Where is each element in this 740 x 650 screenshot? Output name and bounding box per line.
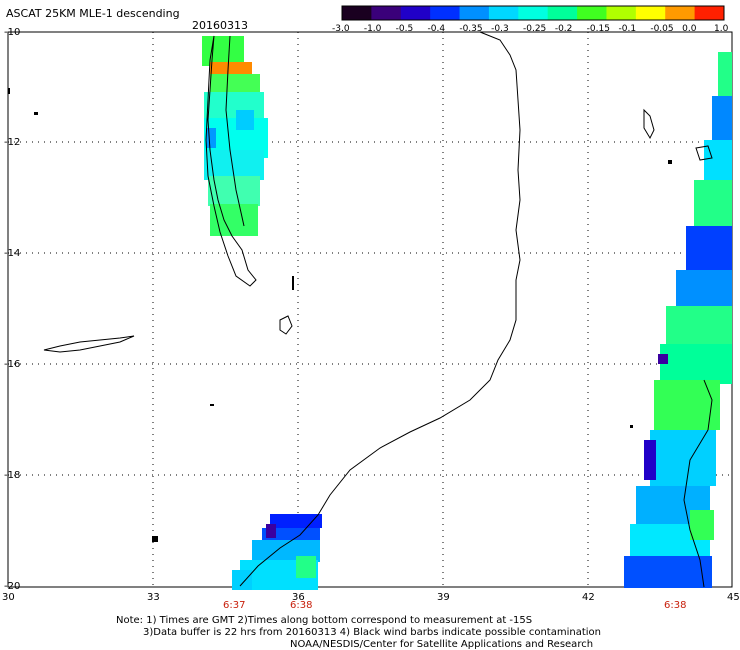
lat-label: -16 (4, 359, 21, 370)
colorbar-tick-label: -0.5 (395, 24, 414, 34)
graticule (8, 32, 732, 587)
colorbar-tick-label: -0.25 (523, 24, 547, 34)
lon-label: 33 (147, 592, 160, 603)
colorbar-swatch (606, 6, 637, 20)
lon-label: 30 (2, 592, 15, 603)
colorbar-swatch (635, 6, 666, 20)
colorbar-swatch (518, 6, 549, 20)
colorbar-swatch (400, 6, 431, 20)
small-islands (8, 88, 672, 542)
map-date: 20160313 (192, 19, 248, 32)
note-line-1: Note: 1) Times are GMT 2)Times along bot… (116, 615, 533, 626)
colorbar-swatch (665, 6, 696, 20)
colorbar-swatch (694, 6, 725, 20)
colorbar-swatch (430, 6, 461, 20)
note-line-3: NOAA/NESDIS/Center for Satellite Applica… (290, 639, 594, 650)
colorbar-swatch (342, 6, 372, 20)
colorbar-tick-label: -0.2 (554, 24, 573, 34)
colorbar-swatch (459, 6, 490, 20)
colorbar-border (341, 5, 725, 21)
lon-label: 45 (727, 592, 740, 603)
note-line-2: 3)Data buffer is 22 hrs from 20160313 4)… (143, 627, 601, 638)
lat-label: -20 (4, 581, 21, 592)
colorbar-tick-label: -0.1 (618, 24, 637, 34)
swath-lake-malawi-north (202, 36, 268, 236)
colorbar-tick-label: -3.0 (332, 24, 350, 34)
colorbar-tick-label: -0.3 (491, 24, 509, 34)
colorbar-tick-label: -0.05 (650, 24, 674, 34)
lat-label: -12 (4, 137, 21, 148)
colorbar-tick-label: 1.0 (714, 24, 729, 34)
map-frame (7, 31, 733, 588)
lon-label: 36 (292, 592, 305, 603)
colorbar-swatch (488, 6, 519, 20)
colorbar-tick-label: -0.35 (459, 24, 483, 34)
lat-label: -14 (4, 248, 21, 259)
lat-label: -18 (4, 470, 21, 481)
colorbar-tick-label: 0.0 (682, 24, 697, 34)
lat-label: -10 (4, 27, 21, 38)
colorbar-swatch (577, 6, 607, 20)
lon-label: 42 (582, 592, 595, 603)
coastline (43, 31, 713, 588)
colorbar-swatch (547, 6, 578, 20)
time-label: 6:38 (664, 600, 687, 611)
colorbar-tick-label: -0.15 (586, 24, 610, 34)
colorbar-swatch (371, 6, 402, 20)
colorbar-tick-label: -0.4 (427, 24, 446, 34)
colorbar (341, 5, 725, 21)
colorbar-tick-label: -1.0 (363, 24, 382, 34)
lon-label: 39 (437, 592, 450, 603)
time-label: 6:38 (290, 600, 313, 611)
map-title: ASCAT 25KM MLE-1 descending (6, 7, 180, 20)
time-label: 6:37 (223, 600, 246, 611)
swath-east (624, 52, 732, 588)
